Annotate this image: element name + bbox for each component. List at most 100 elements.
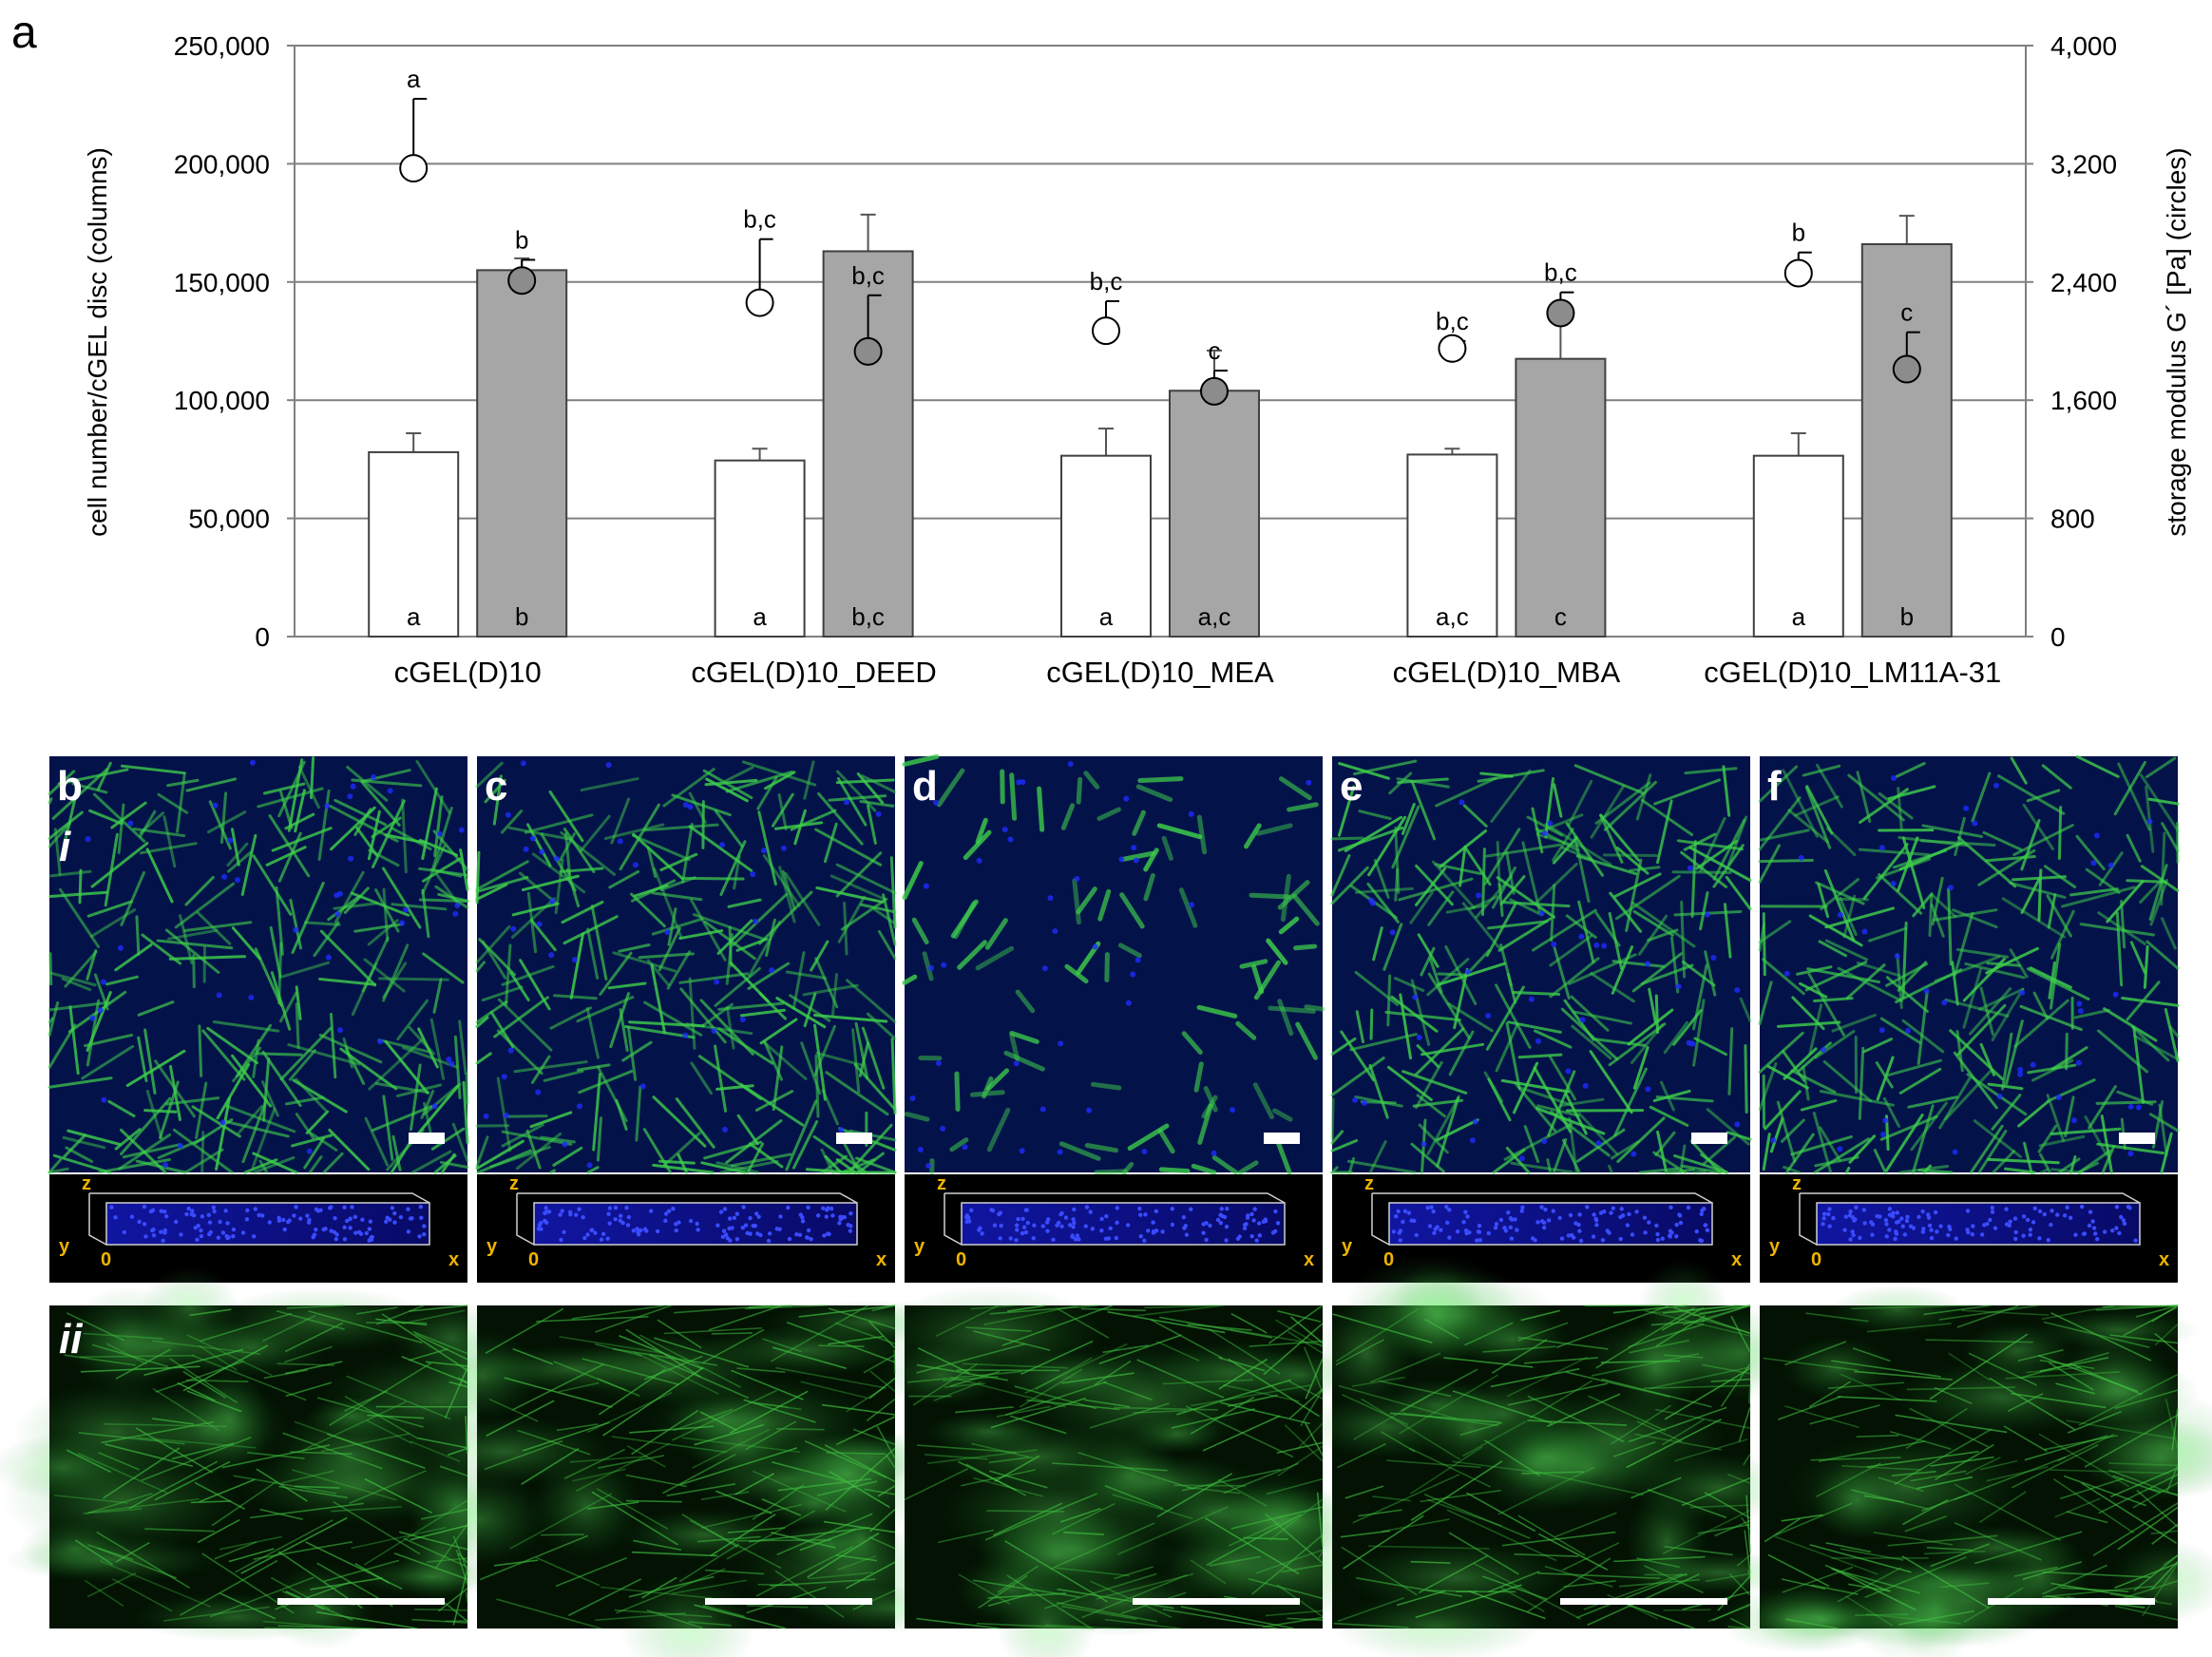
actin-fiber — [553, 1361, 627, 1392]
actin-fiber — [2150, 1561, 2179, 1590]
data-point-circle — [1092, 316, 1120, 346]
actin-fiber — [1378, 1380, 1452, 1398]
actin-fiber — [1986, 1465, 2049, 1482]
nucleus — [276, 1215, 281, 1221]
actin-fiber — [361, 936, 390, 993]
actin-fiber — [1693, 1037, 1728, 1057]
actin-fiber — [1127, 1123, 1170, 1152]
actin-fiber — [1930, 904, 1945, 938]
nucleus — [1447, 1235, 1452, 1240]
actin-fiber — [1263, 1323, 1324, 1376]
nucleus — [1842, 1228, 1847, 1232]
actin-fiber — [2050, 1046, 2088, 1071]
nucleus — [1509, 1236, 1515, 1241]
actin-fiber — [1921, 824, 1984, 839]
actin-fiber — [401, 1046, 458, 1069]
nucleus — [1072, 1220, 1077, 1226]
actin-fiber — [1389, 1412, 1500, 1423]
actin-fiber — [1781, 1514, 1823, 1522]
nucleus — [1020, 1230, 1025, 1236]
actin-fiber — [1187, 1486, 1241, 1495]
actin-fiber — [1671, 870, 1732, 875]
nucleus — [1577, 1228, 1582, 1233]
nucleus — [523, 846, 529, 852]
actin-fiber — [633, 1539, 682, 1552]
actin-fiber — [66, 1312, 125, 1342]
actin-fiber — [475, 1016, 489, 1029]
actin-fiber — [186, 1390, 242, 1413]
actin-fiber — [666, 1483, 736, 1497]
nucleus — [822, 1233, 827, 1238]
nucleus — [2093, 832, 2100, 839]
nucleus — [1963, 805, 1970, 811]
actin-fiber — [775, 1366, 887, 1389]
actin-fiber — [808, 1571, 873, 1580]
actin-fiber — [1203, 1085, 1218, 1113]
actin-fiber — [1704, 950, 1717, 997]
actin-fiber — [284, 1361, 343, 1375]
actin-fiber — [621, 1040, 653, 1062]
actin-fiber — [253, 1541, 353, 1560]
actin-fiber — [186, 1334, 273, 1377]
actin-fiber — [219, 1535, 282, 1551]
actin-fiber — [2160, 917, 2177, 950]
nucleus — [179, 1232, 183, 1237]
actin-fiber — [663, 1326, 762, 1335]
actin-fiber — [1330, 1097, 1335, 1140]
nucleus — [334, 1232, 339, 1237]
actin-fiber — [1361, 1398, 1461, 1460]
actin-fiber — [429, 1018, 446, 1080]
actin-fiber — [2057, 1433, 2115, 1462]
actin-fiber — [2055, 1382, 2096, 1395]
actin-fiber — [2059, 1477, 2124, 1500]
z-stack-box-edge — [1371, 1193, 1390, 1246]
actin-fiber — [49, 869, 92, 878]
actin-fiber — [1807, 972, 1845, 1037]
actin-fiber — [2026, 789, 2061, 803]
actin-fiber — [1836, 897, 1869, 902]
nucleus — [1025, 1220, 1031, 1226]
actin-fiber — [318, 1033, 383, 1064]
scale-bar — [1264, 1133, 1300, 1144]
actin-fiber — [762, 1338, 802, 1353]
actin-fiber — [1420, 1489, 1501, 1503]
nucleus — [1861, 928, 1868, 935]
actin-fiber — [607, 981, 647, 990]
actin-fiber — [662, 1453, 736, 1495]
nucleus — [1619, 1207, 1624, 1211]
actin-fiber — [723, 766, 754, 783]
actin-fiber — [804, 1439, 887, 1478]
nucleus — [1582, 1082, 1589, 1089]
nucleus — [1235, 1236, 1241, 1241]
actin-fiber — [313, 921, 340, 958]
cell-body — [620, 1571, 756, 1657]
nucleus — [216, 1235, 221, 1240]
nucleus — [1135, 957, 1141, 963]
actin-fiber — [1502, 1531, 1616, 1547]
nucleus — [624, 1206, 629, 1210]
nucleus — [1045, 1217, 1051, 1222]
actin-fiber — [1650, 1320, 1706, 1326]
row-label-ii: ii — [59, 1316, 83, 1362]
actin-fiber — [1553, 945, 1571, 1000]
actin-fiber — [291, 882, 325, 954]
nucleus — [348, 855, 354, 862]
actin-fiber — [1544, 822, 1612, 867]
actin-fiber — [770, 1578, 876, 1587]
actin-fiber — [1318, 1551, 1324, 1558]
actin-fiber — [1820, 878, 1860, 911]
y-tick-label: 50,000 — [188, 505, 270, 534]
nucleus — [2046, 1237, 2050, 1243]
actin-fiber — [2135, 1305, 2179, 1318]
actin-fiber — [182, 1344, 269, 1392]
actin-fiber — [1602, 853, 1658, 857]
actin-fiber — [1769, 1117, 1784, 1153]
actin-fiber — [1278, 776, 1312, 801]
nucleus — [1535, 1038, 1541, 1044]
actin-fiber — [1426, 958, 1470, 997]
actin-fiber — [1664, 1545, 1733, 1556]
actin-fiber — [2103, 1007, 2158, 1042]
actin-fiber — [1439, 829, 1487, 869]
actin-fiber — [1004, 1540, 1109, 1603]
actin-fiber — [1156, 1473, 1233, 1518]
